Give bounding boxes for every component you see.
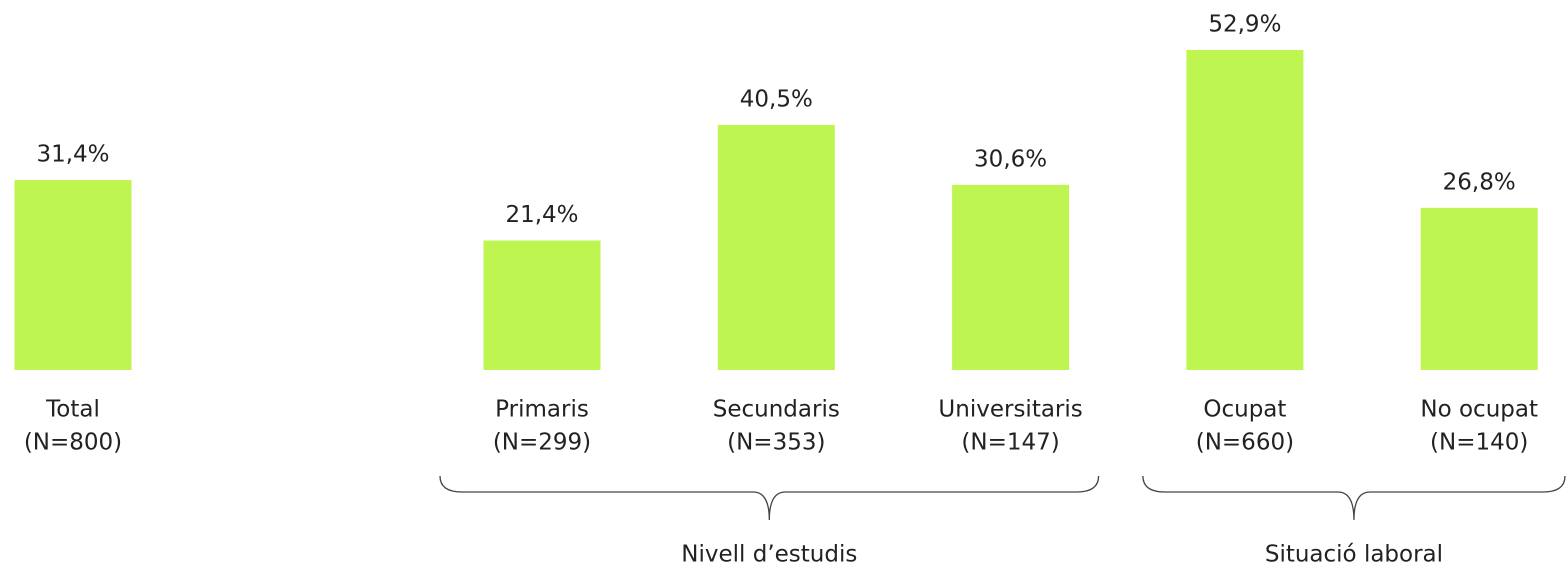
category-label: Primaris [495,397,589,423]
group-label: Nivell d’estudis [681,542,857,568]
value-label: 40,5% [740,86,813,112]
sample-size-label: (N=353) [727,430,825,456]
value-label: 52,9% [1208,11,1281,37]
category-label: Total [45,397,100,423]
sample-size-label: (N=140) [1430,430,1528,456]
bar [952,184,1070,370]
value-label: 31,4% [36,142,109,168]
category-label: Universitaris [938,397,1082,423]
bar [14,180,132,370]
bar [717,124,835,370]
category-label: Ocupat [1203,397,1286,423]
sample-size-label: (N=800) [24,430,122,456]
value-label: 26,8% [1443,169,1516,195]
category-label: No ocupat [1420,397,1538,423]
category-label: Secundaris [713,397,840,423]
sample-size-label: (N=660) [1196,430,1294,456]
sample-size-label: (N=147) [961,430,1059,456]
bar [483,240,601,370]
group-brace [1142,475,1566,521]
bar [1420,207,1538,370]
bar [1186,49,1304,370]
sample-size-label: (N=299) [493,430,591,456]
group-label: Situació laboral [1265,542,1443,568]
value-label: 30,6% [974,146,1047,172]
value-label: 21,4% [505,202,578,228]
group-brace [439,475,1100,521]
